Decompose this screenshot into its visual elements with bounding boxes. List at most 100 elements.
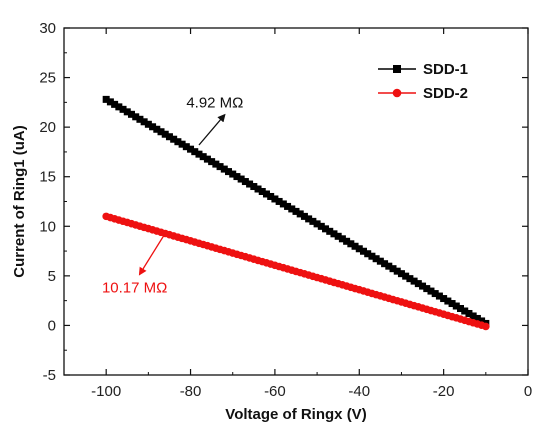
data-point [351, 242, 359, 250]
data-point [292, 207, 300, 215]
data-point [111, 100, 119, 108]
data-point [178, 140, 186, 148]
axis-ticks: -100 -80 -60 -40 -20 0 -5 0 5 10 15 20 25 30 [39, 20, 532, 400]
data-point [473, 314, 481, 322]
plot-area-frame [63, 27, 529, 376]
x-tick-label: -60 [264, 383, 286, 400]
data-point [106, 98, 114, 106]
x-tick-label: -20 [433, 383, 455, 400]
data-point [199, 153, 207, 161]
data-point [102, 95, 110, 103]
data-point [300, 212, 308, 220]
y-tick-label: 0 [48, 317, 56, 334]
data-point [191, 148, 199, 156]
annotation-1: 4.92 MΩ [186, 94, 243, 146]
data-point [233, 173, 241, 181]
annotation-2: 10.17 MΩ [102, 232, 167, 297]
annotation-label: 10.17 MΩ [102, 280, 167, 297]
data-point [347, 240, 355, 248]
data-point [376, 257, 384, 265]
data-point [372, 255, 380, 263]
data-point [123, 108, 131, 116]
data-point [208, 158, 216, 166]
x-tick-label: -40 [348, 383, 370, 400]
data-point [216, 163, 224, 171]
data-point [237, 175, 245, 183]
data-point [440, 295, 448, 303]
y-tick-label: 15 [39, 169, 56, 186]
data-point [258, 187, 266, 195]
data-point [140, 118, 148, 126]
data-point [229, 170, 237, 178]
data-point [448, 300, 456, 308]
data-point [182, 143, 190, 151]
legend-item-SDD-1: SDD-1 [378, 61, 468, 78]
data-point [322, 225, 330, 233]
data-point [364, 250, 372, 258]
data-point [431, 290, 439, 298]
y-tick-label: 5 [48, 268, 56, 285]
data-point [174, 138, 182, 146]
data-point [414, 280, 422, 288]
data-point [165, 133, 173, 141]
data-point [406, 275, 414, 283]
data-point [427, 287, 435, 295]
data-point [296, 210, 304, 218]
data-point [246, 180, 254, 188]
legend-marker [392, 88, 402, 98]
data-point [343, 237, 351, 245]
data-point [262, 190, 270, 198]
series-SDD-1 [102, 95, 490, 327]
data-point [267, 192, 275, 200]
x-axis-title: Voltage of Ringx (V) [225, 406, 366, 423]
y-axis-title: Current of Ring1 (uA) [11, 125, 28, 277]
y-tick-label: 10 [39, 218, 56, 235]
x-tick-label: -100 [91, 383, 121, 400]
data-point [225, 168, 233, 176]
data-point [402, 272, 410, 280]
data-point [461, 307, 469, 315]
data-point [279, 200, 287, 208]
legend-item-SDD-2: SDD-2 [378, 85, 468, 102]
data-point [482, 322, 490, 331]
data-point [330, 230, 338, 238]
x-tick-label: -80 [180, 383, 202, 400]
data-point [275, 197, 283, 205]
data-point [393, 267, 401, 275]
x-tick-label: 0 [524, 383, 532, 400]
data-point [284, 202, 292, 210]
y-tick-label: 20 [39, 119, 56, 136]
y-tick-label: 30 [39, 20, 56, 37]
annotations: 4.92 MΩ 10.17 MΩ [102, 94, 243, 296]
data-point [465, 309, 473, 317]
data-point [469, 312, 477, 320]
data-point [423, 285, 431, 293]
data-point [457, 305, 465, 313]
data-point [326, 227, 334, 235]
legend-label: SDD-1 [423, 61, 468, 78]
data-point [250, 183, 258, 191]
data-point [338, 235, 346, 243]
data-point [419, 282, 427, 290]
legend-marker [393, 65, 401, 73]
data-point [271, 195, 279, 203]
data-point [355, 245, 363, 253]
data-point [309, 217, 317, 225]
data-point [144, 120, 152, 128]
y-tick-label: -5 [43, 367, 56, 384]
data-point [195, 150, 203, 158]
data-point [410, 277, 418, 285]
data-point [170, 135, 178, 143]
data-point [397, 270, 405, 278]
data-point [203, 155, 211, 163]
data-point [435, 292, 443, 300]
annotation-label: 4.92 MΩ [186, 94, 243, 111]
data-point [153, 125, 161, 133]
data-point [127, 110, 135, 118]
y-tick-label: 25 [39, 70, 56, 87]
data-point [452, 302, 460, 310]
data-point [368, 252, 376, 260]
data-point [119, 105, 127, 113]
data-point [305, 215, 313, 223]
